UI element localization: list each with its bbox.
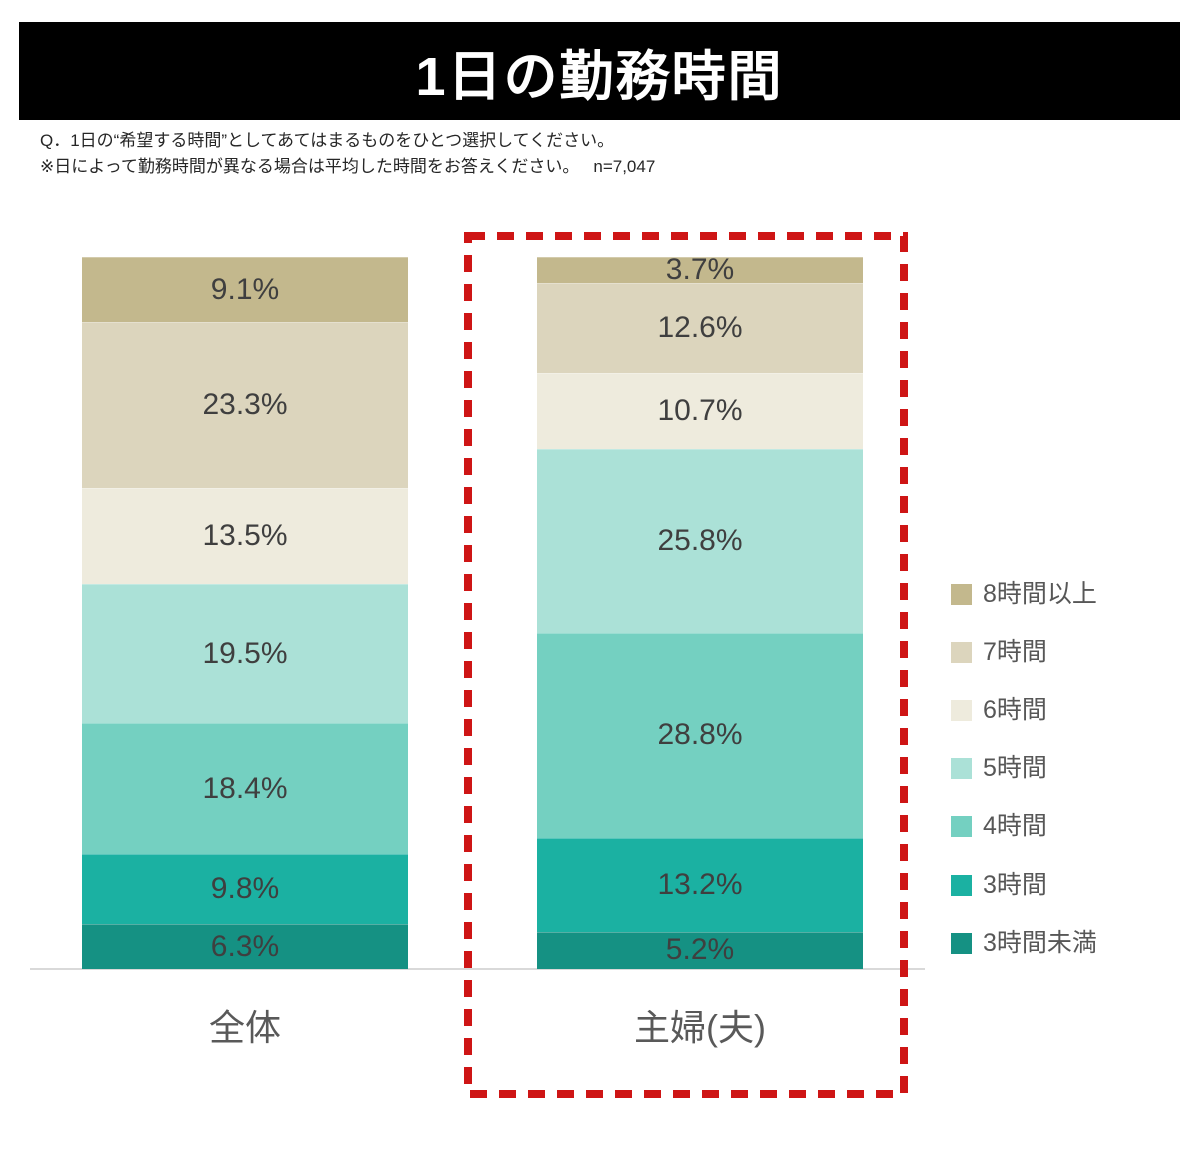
value-label: 28.8% <box>657 718 743 752</box>
legend-label: 7時間 <box>983 637 1047 666</box>
legend-swatch <box>951 932 972 954</box>
legend-swatch <box>951 583 972 605</box>
legend-label: 5時間 <box>983 754 1047 783</box>
legend-item: 5時間 <box>951 754 1047 783</box>
bar-segment: 19.5% <box>82 584 408 724</box>
value-label: 10.7% <box>657 393 743 427</box>
legend-label: 3時間未満 <box>983 928 1097 957</box>
value-label: 19.5% <box>202 636 288 670</box>
value-label: 13.2% <box>657 867 743 901</box>
legend-item: 7時間 <box>951 637 1047 666</box>
bar-segment: 23.3% <box>82 322 408 489</box>
legend-swatch <box>951 699 972 721</box>
page-title: 1日の勤務時間 <box>415 46 784 107</box>
legend-item: 3時間未満 <box>951 928 1097 957</box>
bar-segment: 13.2% <box>537 837 863 932</box>
legend-item: 6時間 <box>951 695 1047 724</box>
value-label: 6.3% <box>210 929 280 963</box>
legend-item: 3時間 <box>951 870 1047 899</box>
bar-segment: 9.1% <box>82 257 408 323</box>
value-label: 3.7% <box>665 252 735 286</box>
legend-label: 8時間以上 <box>983 579 1097 608</box>
highlight-dashed-box <box>464 232 908 1098</box>
bar-segment: 25.8% <box>537 448 863 633</box>
legend-swatch <box>951 758 972 780</box>
sample-size: n=7,047 <box>593 157 656 176</box>
legend-item: 4時間 <box>951 812 1047 841</box>
bar-segment: 10.7% <box>537 372 863 449</box>
value-label: 12.6% <box>657 310 743 344</box>
legend-item: 8時間以上 <box>951 579 1097 608</box>
value-label: 5.2% <box>665 933 735 967</box>
legend-swatch <box>951 816 972 838</box>
bar-segment: 9.8% <box>82 854 408 925</box>
value-label: 9.1% <box>210 272 280 306</box>
value-label: 25.8% <box>657 523 743 557</box>
bar-segment: 3.7% <box>537 252 863 286</box>
x-axis-line <box>30 968 925 970</box>
bar-segment: 12.6% <box>537 282 863 373</box>
title-banner: 1日の勤務時間 <box>19 22 1180 120</box>
bar-segment: 6.3% <box>82 924 408 969</box>
note-line-wrap: ※日によって勤務時間が異なる場合は平均した時間をお答えください。 n=7,047 <box>40 154 655 180</box>
question-line: Q．1日の“希望する時間”としてあてはまるものをひとつ選択してください。 <box>40 131 615 150</box>
category-label: 主婦(夫) <box>634 1007 766 1048</box>
question-block: Q．1日の“希望する時間”としてあてはまるものをひとつ選択してください。 ※日に… <box>40 128 655 180</box>
legend-swatch <box>951 641 972 663</box>
value-label: 23.3% <box>202 388 288 422</box>
value-label: 9.8% <box>210 872 280 906</box>
legend-label: 6時間 <box>983 695 1047 724</box>
value-label: 18.4% <box>202 771 288 805</box>
note-line: ※日によって勤務時間が異なる場合は平均した時間をお答えください。 <box>40 157 580 176</box>
value-label: 13.5% <box>202 519 288 553</box>
bar-segment: 18.4% <box>82 723 408 855</box>
legend-swatch <box>951 874 972 896</box>
legend-label: 4時間 <box>983 812 1047 841</box>
category-label: 全体 <box>208 1007 281 1048</box>
bar-segment: 13.5% <box>82 488 408 585</box>
bar-segment: 5.2% <box>537 931 863 969</box>
legend-label: 3時間 <box>983 870 1047 899</box>
bar-segment: 28.8% <box>537 632 863 838</box>
